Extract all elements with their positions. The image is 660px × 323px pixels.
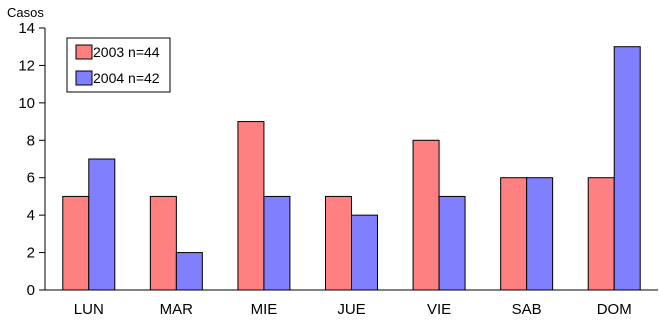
- x-tick-label-vie: VIE: [427, 301, 451, 318]
- x-tick-label-sab: SAB: [512, 301, 542, 318]
- legend: 2003 n=44 2004 n=42: [66, 37, 171, 93]
- bar-mie-series-2: [263, 195, 291, 291]
- bar-dom-series-2: [613, 46, 641, 291]
- bar-vie-series-1: [412, 139, 440, 291]
- x-tick-label-mie: MIE: [251, 301, 278, 318]
- bar-jue-series-1: [325, 195, 352, 291]
- bar-sab-series-2: [526, 177, 554, 291]
- bar-jue-series-2: [351, 214, 378, 291]
- x-tick-label-dom: DOM: [597, 301, 632, 318]
- bar-lun-series-1: [62, 195, 90, 291]
- y-tick-label: 4: [27, 207, 35, 224]
- bar-dom-series-1: [587, 177, 615, 291]
- x-tick-label-mar: MAR: [160, 301, 194, 318]
- bars: [62, 46, 641, 291]
- y-tick-label: 12: [18, 57, 35, 74]
- bar-mie-series-1: [237, 121, 265, 291]
- bar-sab-series-1: [500, 177, 528, 291]
- y-tick-label: 10: [18, 95, 35, 112]
- y-tick-label: 2: [27, 245, 35, 262]
- x-tick-label-jue: JUE: [337, 301, 365, 318]
- legend-label-2004: 2004 n=42: [93, 70, 160, 86]
- bar-vie-series-2: [438, 195, 466, 291]
- legend-label-2003: 2003 n=44: [93, 44, 160, 60]
- y-tick-label: 8: [27, 132, 35, 149]
- bar-mar-series-2: [175, 252, 203, 291]
- y-axis-label: Casos: [7, 5, 44, 20]
- legend-swatch-2004: [75, 70, 93, 86]
- bar-lun-series-2: [88, 158, 116, 291]
- y-axis-ticks: 0 2 4 6 8 10 12 14: [18, 20, 45, 299]
- y-tick-label: 6: [27, 170, 35, 187]
- y-tick-label: 14: [18, 20, 35, 37]
- x-tick-label-lun: LUN: [74, 301, 104, 318]
- y-tick-label: 0: [27, 282, 35, 299]
- bar-mar-series-1: [149, 195, 177, 291]
- legend-swatch-2003: [75, 44, 93, 60]
- x-axis-labels: LUN MAR MIE JUE VIE SAB DOM: [74, 301, 632, 318]
